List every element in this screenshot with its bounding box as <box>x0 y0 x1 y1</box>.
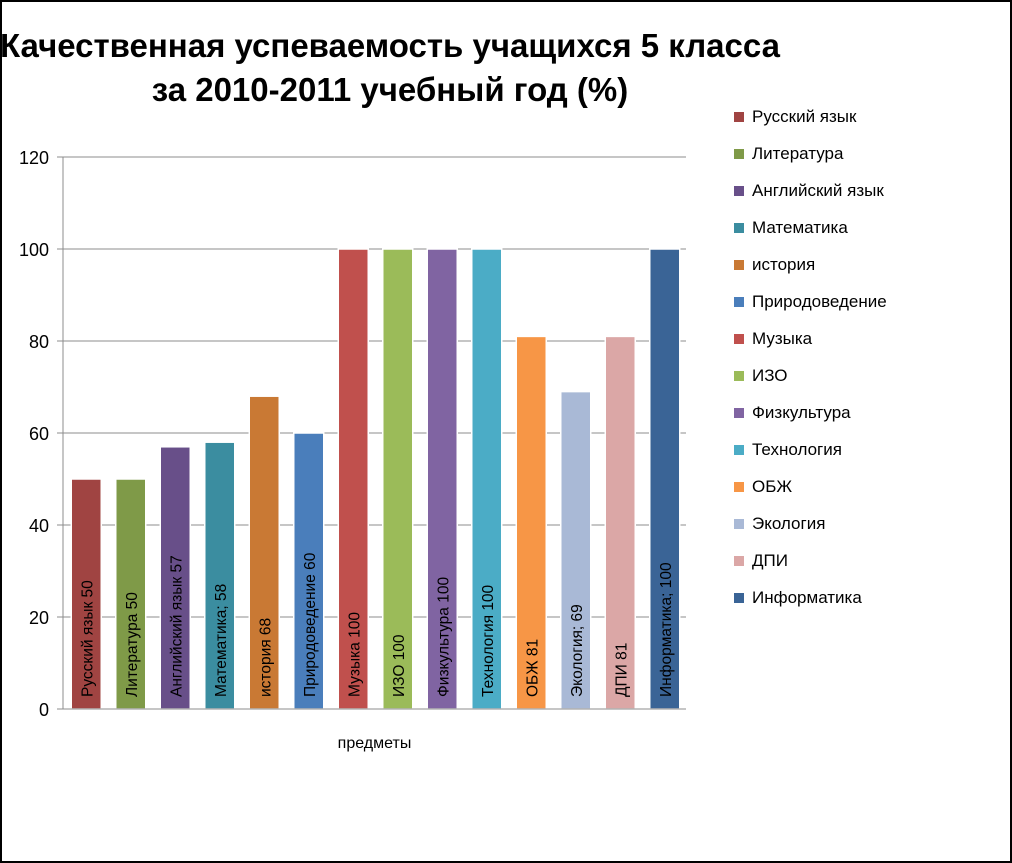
y-tick-label: 120 <box>19 148 49 168</box>
legend-swatch <box>734 481 744 492</box>
legend-item: Литература <box>734 135 1004 172</box>
data-label: Экология; 69 <box>569 604 586 697</box>
bar <box>604 335 636 710</box>
legend-swatch <box>734 370 744 381</box>
x-axis-label: предметы <box>338 735 412 752</box>
data-label: Физкультура 100 <box>435 577 452 697</box>
legend: Русский язык Литература Английский язык Мат… <box>734 98 1004 616</box>
legend-item: Английский язык <box>734 172 1004 209</box>
bar <box>560 390 592 710</box>
y-tick-label: 20 <box>29 608 49 628</box>
data-label: Математика; 58 <box>213 584 230 697</box>
bar <box>515 335 547 710</box>
gridlines <box>57 156 686 710</box>
y-tick-label: 60 <box>29 424 49 444</box>
legend-item: Музыка <box>734 320 1004 357</box>
y-tick-label: 40 <box>29 516 49 536</box>
legend-swatch <box>734 259 744 270</box>
data-label: ИЗО 100 <box>391 634 408 697</box>
legend-swatch <box>734 518 744 529</box>
chart-title-line1: Качественная успеваемость учащихся 5 кла… <box>0 27 780 64</box>
bar <box>426 248 458 710</box>
legend-swatch <box>734 222 744 233</box>
bars <box>70 248 681 710</box>
bar <box>337 248 369 710</box>
data-label: Английский язык 57 <box>168 555 185 697</box>
legend-label: история <box>752 254 816 274</box>
legend-label: Математика <box>752 217 848 237</box>
chart-title: Качественная успеваемость учащихся 5 кла… <box>0 24 780 112</box>
legend-item: Физкультура <box>734 394 1004 431</box>
y-tick-label: 100 <box>19 240 49 260</box>
data-labels: Русский язык 50 Литература 50 Английский я… <box>79 552 675 697</box>
legend-label: Физкультура <box>752 402 851 422</box>
legend-label: ДПИ <box>752 550 788 570</box>
legend-label: Экология <box>752 513 826 533</box>
bar <box>204 441 236 710</box>
y-tick-label: 80 <box>29 332 49 352</box>
data-label: Природоведение 60 <box>302 552 319 697</box>
chart-title-line2: за 2010-2011 учебный год (%) <box>151 71 629 108</box>
data-label: Информатика; 100 <box>658 562 675 697</box>
data-label: ОБЖ 81 <box>524 639 541 697</box>
legend-swatch <box>734 296 744 307</box>
legend-swatch <box>734 185 744 196</box>
bar <box>382 248 414 710</box>
legend-swatch <box>734 333 744 344</box>
legend-swatch <box>734 444 744 455</box>
legend-label: ОБЖ <box>752 476 793 496</box>
data-label: Музыка 100 <box>346 612 363 697</box>
data-label: ДПИ 81 <box>613 643 630 697</box>
legend-item: история <box>734 246 1004 283</box>
data-label: Литература 50 <box>124 592 141 697</box>
legend-swatch <box>734 407 744 418</box>
y-tick-label: 0 <box>39 700 49 720</box>
legend-label: Природоведение <box>752 291 887 311</box>
bar <box>293 432 325 710</box>
legend-swatch <box>734 555 744 566</box>
legend-item: Информатика <box>734 579 1004 616</box>
legend-label: Музыка <box>752 328 813 348</box>
legend-item: ДПИ <box>734 542 1004 579</box>
legend-swatch <box>734 111 744 122</box>
legend-label: Английский язык <box>752 180 884 200</box>
bar <box>649 248 681 710</box>
legend-swatch <box>734 148 744 159</box>
data-label: Технология 100 <box>480 584 497 697</box>
legend-item: Математика <box>734 209 1004 246</box>
legend-item: Технология <box>734 431 1004 468</box>
legend-item: ОБЖ <box>734 468 1004 505</box>
legend-swatch <box>734 592 744 603</box>
legend-label: Литература <box>752 143 844 163</box>
legend-label: ИЗО <box>752 365 788 385</box>
data-label: история 68 <box>257 618 274 697</box>
legend-label: Русский язык <box>752 106 857 126</box>
bar <box>115 478 147 710</box>
bar <box>159 446 191 710</box>
legend-item: ИЗО <box>734 357 1004 394</box>
data-label: Русский язык 50 <box>79 580 96 697</box>
legend-item: Русский язык <box>734 98 1004 135</box>
bar <box>471 248 503 710</box>
legend-label: Информатика <box>752 587 862 607</box>
legend-item: Экология <box>734 505 1004 542</box>
legend-label: Технология <box>752 439 842 459</box>
y-axis-ticks: 0 20 40 60 80 100 120 <box>19 148 49 720</box>
legend-item: Природоведение <box>734 283 1004 320</box>
